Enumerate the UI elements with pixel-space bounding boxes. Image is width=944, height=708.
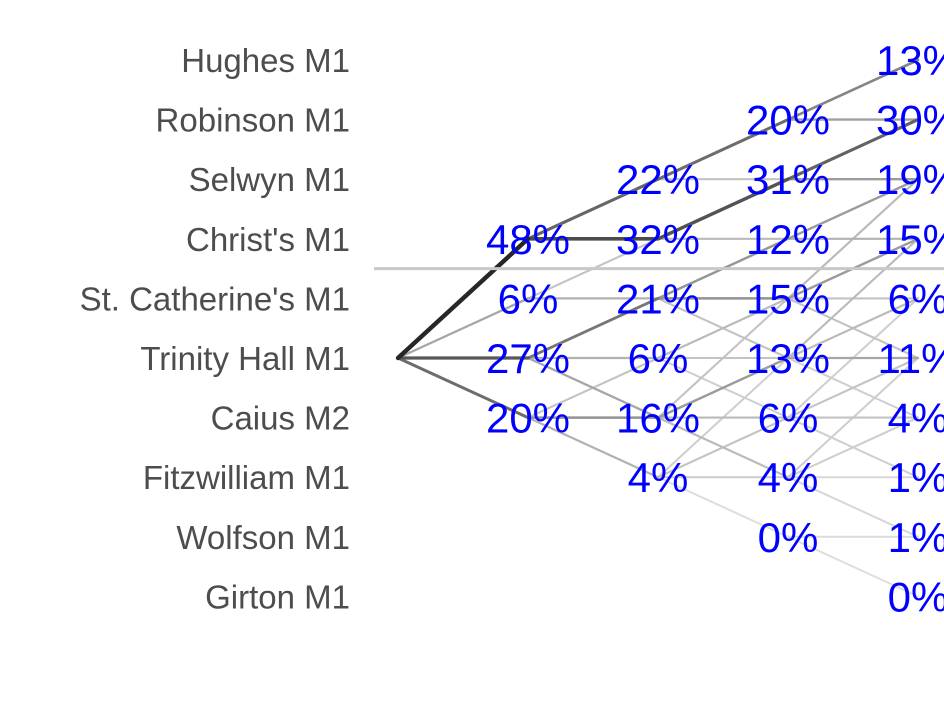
transition-day1-christ-s-m1-to-selwyn-m1 [526,177,660,241]
prob-day2-caius-m2: 16% [616,395,700,442]
prob-day2-selwyn-m1: 22% [616,156,700,203]
prob-day3-christ-s-m1: 12% [746,216,830,263]
prob-day4-fitzwilliam-m1: 1% [888,454,944,501]
transition-lines [395,58,920,598]
transition-day1-trinity-hall-m1-to-st-catherine-s-m1 [526,296,660,360]
prob-day2-christ-s-m1: 32% [616,216,700,263]
transition-day2-caius-m2-to-st-catherine-s-m1 [656,297,790,419]
prob-day1-caius-m2: 20% [486,395,570,442]
transition-day2-trinity-hall-m1-to-st-catherine-s-m1 [656,297,790,360]
transition-day2-christ-s-m1-to-selwyn-m1 [656,177,790,241]
prob-day2-st-catherine-s-m1: 21% [616,275,700,322]
crew-label-selwyn-m1: Selwyn M1 [189,161,350,198]
transition-day2-fitzwilliam-m1-to-wolfson-m1 [656,476,790,538]
transition-day3-selwyn-m1-to-robinson-m1 [786,118,920,181]
prob-day3-trinity-hall-m1: 13% [746,335,830,382]
transition-day2-caius-m2-to-trinity-hall-m1 [656,356,790,419]
prob-day3-robinson-m1: 20% [746,97,830,144]
transition-day3-fitzwilliam-m1-to-wolfson-m1 [786,476,920,538]
transition-day3-christ-s-m1-to-selwyn-m1 [786,177,920,241]
prob-day3-fitzwilliam-m1: 4% [758,454,819,501]
prob-day4-trinity-hall-m1: 11% [878,335,944,382]
prob-day2-fitzwilliam-m1: 4% [628,454,689,501]
transition-day3-fitzwilliam-m1-to-caius-m2 [786,416,920,479]
crew-label-st-catherine-s-m1: St. Catherine's M1 [80,280,350,317]
prob-day2-trinity-hall-m1: 6% [628,335,689,382]
prob-day3-caius-m2: 6% [758,395,819,442]
crew-labels: Hughes M1 Robinson M1 Selwyn M1 Christ's M1… [80,42,350,615]
prob-day3-selwyn-m1: 31% [746,156,830,203]
prob-day4-hughes-m1: 13% [876,37,944,84]
prob-day1-st-catherine-s-m1: 6% [498,275,559,322]
transition-day3-wolfson-m1-to-girton-m1 [786,535,920,598]
crew-label-robinson-m1: Robinson M1 [156,102,350,139]
crew-label-hughes-m1: Hughes M1 [181,42,350,79]
transition-day3-caius-m2-to-trinity-hall-m1 [786,356,920,419]
probability-labels: 48% 6% 27% 20% 22% 32% 21% 6% 16% 4% 20% 31% 12% 15% 1… [486,37,944,620]
crew-label-fitzwilliam-m1: Fitzwilliam M1 [143,459,350,496]
transition-day3-trinity-hall-m1-to-st-catherine-s-m1 [786,297,920,360]
transition-day0-trinity-hall-m1-to-st-catherine-s-m1 [396,297,530,360]
prob-day4-selwyn-m1: 19% [876,156,944,203]
prob-day4-robinson-m1: 30% [876,97,944,144]
prob-day4-girton-m1: 0% [888,573,944,620]
transition-day0-trinity-hall-m1-to-caius-m2 [396,356,530,420]
crew-label-trinity-hall-m1: Trinity Hall M1 [140,340,350,377]
prob-day4-christ-s-m1: 15% [876,216,944,263]
transition-day1-trinity-hall-m1-to-caius-m2 [526,356,660,419]
transition-day3-robinson-m1-to-hughes-m1 [786,58,920,121]
prob-day4-caius-m2: 4% [888,395,944,442]
transition-day1-caius-m2-to-fitzwilliam-m1 [526,416,660,479]
crew-label-wolfson-m1: Wolfson M1 [176,519,350,556]
transition-day0-trinity-hall-m1-to-christ-s-m1 [395,236,531,361]
transition-day2-caius-m2-to-fitzwilliam-m1 [656,416,790,479]
prob-day3-st-catherine-s-m1: 15% [746,275,830,322]
crew-label-caius-m2: Caius M2 [211,400,350,437]
prob-day4-st-catherine-s-m1: 6% [888,275,944,322]
prob-day1-trinity-hall-m1: 27% [486,335,570,382]
transition-day3-trinity-hall-m1-to-christ-s-m1 [786,237,920,360]
crew-label-christ-s-m1: Christ's M1 [186,221,350,258]
crew-label-girton-m1: Girton M1 [205,578,350,615]
prob-day1-christ-s-m1: 48% [486,216,570,263]
prob-day4-wolfson-m1: 1% [888,514,944,561]
transition-day2-selwyn-m1-to-robinson-m1 [656,118,790,181]
prob-day3-wolfson-m1: 0% [758,514,819,561]
